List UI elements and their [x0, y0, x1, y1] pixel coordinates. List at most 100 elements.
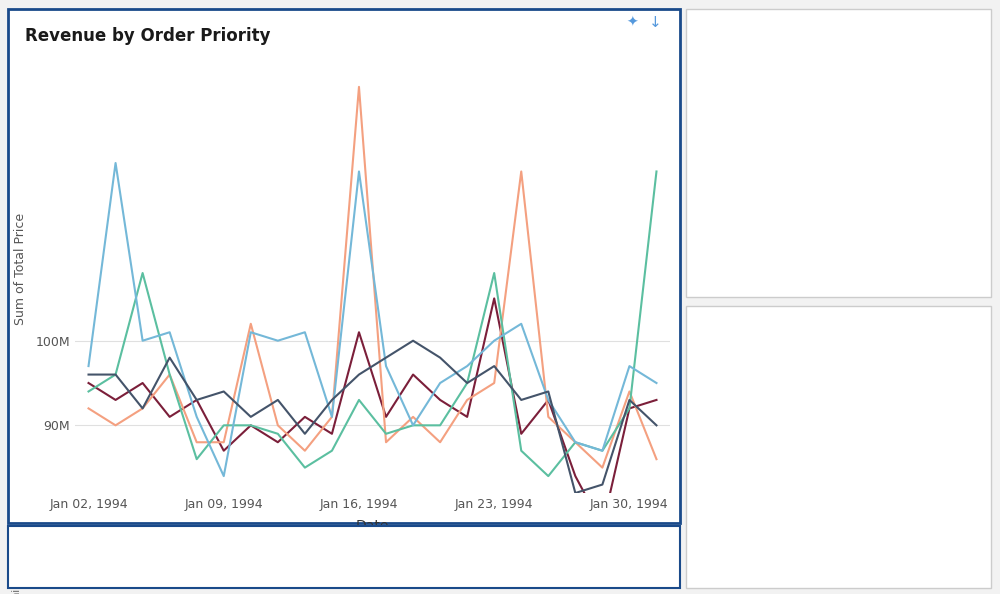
Bar: [340, 580, 420, 593]
Line: 2-HIGH: 2-HIGH: [89, 87, 656, 467]
5-LOW: [218, 388, 230, 395]
3-MEDIUM: [326, 447, 338, 454]
1-URGENT: [272, 439, 284, 446]
Bar: [94, 564, 174, 577]
1-URGENT: [380, 413, 392, 421]
4-NOT SPECIFIED: [569, 439, 581, 446]
4-NOT SPECIFIED: [83, 362, 95, 369]
3-MEDIUM: [272, 430, 284, 437]
FancyBboxPatch shape: [701, 196, 976, 248]
2-HIGH: [164, 371, 176, 378]
5-LOW: [569, 489, 581, 497]
FancyBboxPatch shape: [817, 124, 854, 156]
5-LOW: [461, 380, 473, 387]
2-HIGH: [245, 320, 257, 327]
5-LOW: [272, 396, 284, 403]
Line: 1-URGENT: 1-URGENT: [89, 298, 656, 527]
Bar: [340, 564, 420, 577]
5-LOW: [164, 354, 176, 361]
2-HIGH: [353, 83, 365, 90]
1-URGENT: [623, 405, 635, 412]
3-MEDIUM: [137, 270, 149, 277]
1-URGENT: [461, 413, 473, 421]
1-URGENT: [164, 413, 176, 421]
Legend: 1-URGENT, 2-HIGH, 3-MEDIUM, 4-NOT SPECIFIED, 5-LOW: 1-URGENT, 2-HIGH, 3-MEDIUM, 4-NOT SPECIF…: [769, 42, 931, 178]
X-axis label: Date: Date: [356, 519, 389, 533]
2-HIGH: [515, 168, 527, 175]
5-LOW: [407, 337, 419, 345]
3-MEDIUM: [461, 380, 473, 387]
3-MEDIUM: [488, 270, 500, 277]
Text: Title: Title: [753, 133, 783, 147]
3-MEDIUM: [245, 422, 257, 429]
4-NOT SPECIFIED: [326, 413, 338, 421]
1-URGENT: [542, 396, 554, 403]
Bar: [422, 580, 502, 593]
1-URGENT: [569, 473, 581, 480]
4-NOT SPECIFIED: [596, 447, 608, 454]
5-LOW: [299, 430, 311, 437]
3-MEDIUM: [353, 396, 365, 403]
4-NOT SPECIFIED: [245, 328, 257, 336]
4-NOT SPECIFIED: [218, 473, 230, 480]
2-HIGH: [326, 413, 338, 421]
Bar: [422, 548, 502, 562]
2-HIGH: [488, 380, 500, 387]
Text: Shipping Me...: Shipping Me...: [12, 534, 22, 594]
1-URGENT: [110, 396, 122, 403]
4-NOT SPECIFIED: [515, 320, 527, 327]
1-URGENT: [245, 422, 257, 429]
Bar: [258, 580, 338, 593]
5-LOW: [488, 362, 500, 369]
Text: Top Shipping Methods: Top Shipping Methods: [30, 530, 220, 545]
4-NOT SPECIFIED: [623, 362, 635, 369]
5-LOW: [650, 422, 662, 429]
1-URGENT: [83, 380, 95, 387]
Text: ✓: ✓: [714, 134, 725, 147]
3-MEDIUM: [623, 405, 635, 412]
3-MEDIUM: [407, 422, 419, 429]
4-NOT SPECIFIED: [461, 362, 473, 369]
5-LOW: [542, 388, 554, 395]
4-NOT SPECIFIED: [272, 337, 284, 345]
5-LOW: [137, 405, 149, 412]
3-MEDIUM: [83, 388, 95, 395]
Bar: [258, 548, 338, 562]
4-NOT SPECIFIED: [407, 422, 419, 429]
2-HIGH: [569, 439, 581, 446]
2-HIGH: [191, 439, 203, 446]
2-HIGH: [596, 464, 608, 471]
2-HIGH: [461, 396, 473, 403]
Text: FOB: FOB: [64, 565, 87, 576]
Y-axis label: Sum of Total Price: Sum of Total Price: [14, 213, 27, 325]
Text: Go to Revenue by Order Priority: Go to Revenue by Order Priority: [707, 563, 952, 578]
5-LOW: [191, 396, 203, 403]
5-LOW: [434, 354, 446, 361]
1-URGENT: [353, 328, 365, 336]
Text: By Order Priority: By Order Priority: [30, 548, 134, 561]
4-NOT SPECIFIED: [380, 362, 392, 369]
2-HIGH: [407, 413, 419, 421]
5-LOW: [326, 396, 338, 403]
2-HIGH: [272, 422, 284, 429]
3-MEDIUM: [191, 456, 203, 463]
Text: Clone: Clone: [707, 351, 751, 366]
3-MEDIUM: [515, 447, 527, 454]
Line: 4-NOT SPECIFIED: 4-NOT SPECIFIED: [89, 163, 656, 476]
1-URGENT: [650, 396, 662, 403]
4-NOT SPECIFIED: [488, 337, 500, 345]
1-URGENT: [218, 447, 230, 454]
5-LOW: [353, 371, 365, 378]
Bar: [94, 580, 174, 593]
5-LOW: [245, 413, 257, 421]
Text: Revenue by Order Priority: Revenue by Order Priority: [25, 27, 270, 45]
4-NOT SPECIFIED: [650, 380, 662, 387]
1-URGENT: [434, 396, 446, 403]
1-URGENT: [488, 295, 500, 302]
1-URGENT: [137, 380, 149, 387]
3-MEDIUM: [299, 464, 311, 471]
5-LOW: [110, 371, 122, 378]
1-URGENT: [515, 430, 527, 437]
2-HIGH: [299, 447, 311, 454]
Text: Visualization: Visualization: [704, 58, 805, 72]
